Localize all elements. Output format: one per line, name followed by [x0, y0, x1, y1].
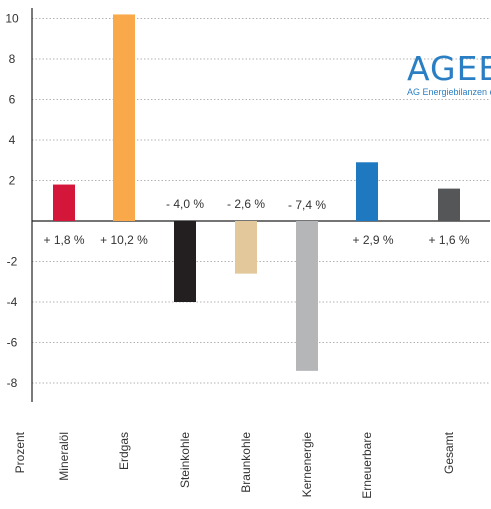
data-label: + 1,8 % — [43, 233, 84, 247]
category-label: Mineralöl — [57, 432, 71, 481]
y-axis-label: Prozent — [13, 431, 27, 473]
data-label: - 4,0 % — [166, 197, 204, 211]
data-label: - 7,4 % — [288, 198, 326, 212]
category-label: Erneuerbare — [360, 432, 374, 499]
data-label: + 2,9 % — [352, 233, 393, 247]
y-tick-label: -2 — [7, 255, 18, 269]
y-tick-label: -4 — [7, 295, 18, 309]
bar-erdgas — [113, 14, 135, 222]
labels: 10 8 6 4 2 -2 -4 -6 -8 Prozent + 1,8 % Mineralöl + 1… — [5, 12, 470, 499]
bars — [53, 14, 460, 371]
bar-steinkohle — [174, 221, 196, 302]
bar-mineralöl — [53, 184, 75, 221]
data-label: + 10,2 % — [100, 233, 148, 247]
y-tick-label: 6 — [9, 93, 16, 107]
category-label: Steinkohle — [178, 432, 192, 488]
category-label: Erdgas — [117, 432, 131, 470]
grid-lines — [32, 18, 490, 384]
y-tick-label: 2 — [9, 174, 16, 188]
y-tick-label: 10 — [5, 12, 19, 26]
data-label: - 2,6 % — [227, 197, 265, 211]
category-label: Kernenergie — [300, 432, 314, 498]
bar-braunkohle — [235, 221, 257, 274]
ageb-logo: AGEB AG Energiebilanzen e.V. — [407, 49, 491, 97]
data-label: + 1,6 % — [428, 233, 469, 247]
y-tick-label: 8 — [9, 52, 16, 66]
bar-erneuerbare — [356, 162, 378, 221]
y-tick-label: -6 — [7, 336, 18, 350]
y-tick-label: 4 — [9, 133, 16, 147]
category-label: Gesamt — [442, 431, 456, 474]
logo-title: AGEB — [407, 49, 491, 88]
bar-gesamt — [438, 188, 460, 221]
bar-kernenergie — [296, 221, 318, 371]
y-tick-label: -8 — [7, 376, 18, 390]
axes — [31, 8, 490, 402]
category-label: Braunkohle — [239, 432, 253, 493]
logo-subtitle: AG Energiebilanzen e.V. — [407, 87, 491, 97]
